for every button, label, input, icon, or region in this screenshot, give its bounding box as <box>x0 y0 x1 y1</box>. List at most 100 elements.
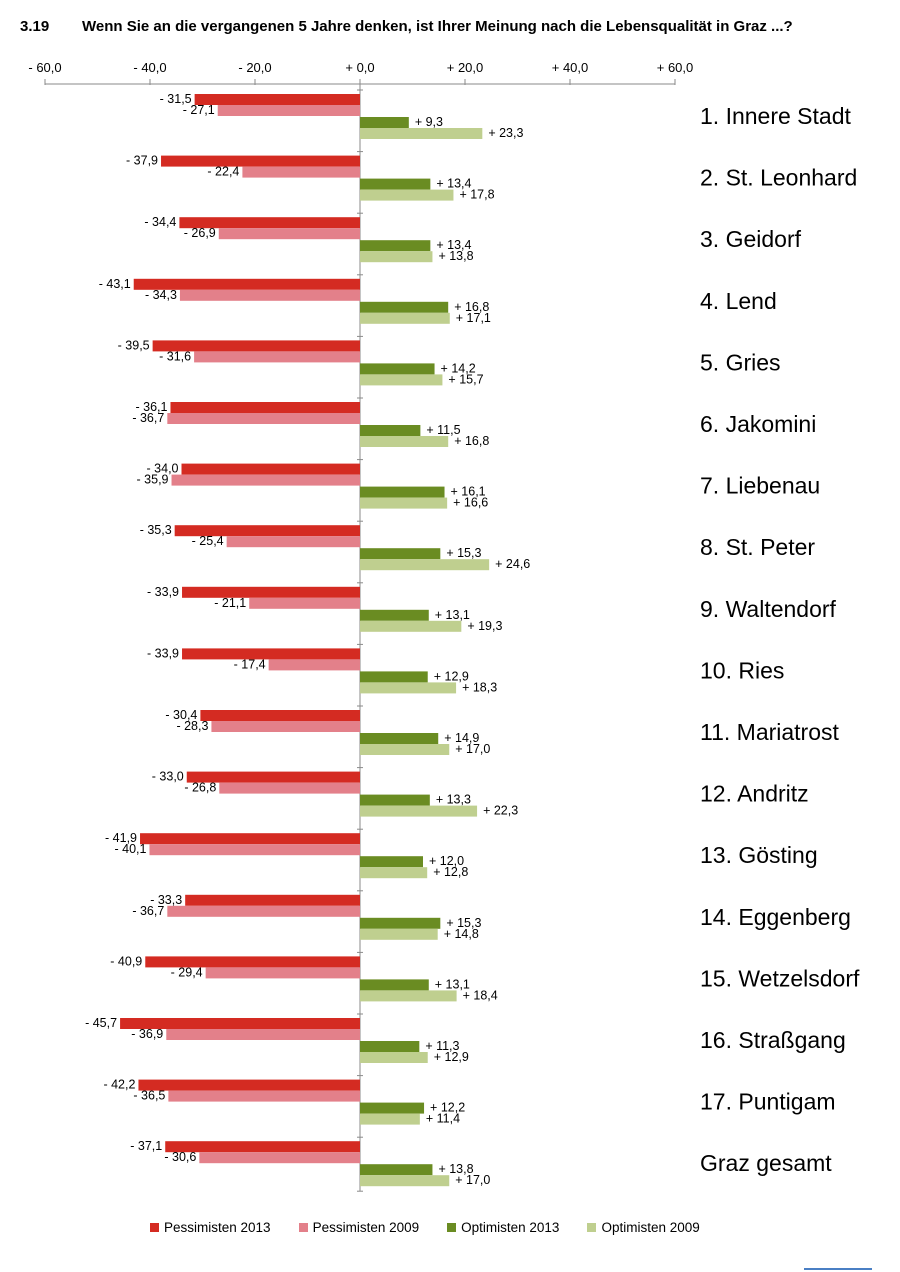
bar <box>179 289 360 301</box>
data-label: + 24,6 <box>495 557 530 571</box>
bar <box>360 1164 433 1176</box>
bar <box>167 905 360 917</box>
legend-label: Pessimisten 2009 <box>312 1220 420 1235</box>
data-label: + 17,8 <box>459 188 494 202</box>
x-tick-label: + 0,0 <box>345 60 374 75</box>
chart-legend: Pessimisten 2013 Pessimisten 2009 Optimist… <box>150 1220 728 1240</box>
data-label: - 34,0 <box>147 462 179 476</box>
data-label: + 12,0 <box>429 854 464 868</box>
bar <box>186 771 360 783</box>
data-label: - 36,7 <box>132 411 164 425</box>
data-label: + 17,0 <box>455 1173 490 1187</box>
decorative-line <box>804 1268 872 1270</box>
bar <box>360 794 430 806</box>
data-label: + 14,2 <box>441 361 476 375</box>
category-label: 14. Eggenberg <box>700 904 851 930</box>
legend-label: Pessimisten 2013 <box>164 1220 271 1235</box>
data-label: - 40,9 <box>110 954 142 968</box>
bar <box>360 559 490 571</box>
category-label: 16. Straßgang <box>700 1027 846 1053</box>
bar <box>360 251 433 263</box>
bar <box>200 710 360 721</box>
data-label: + 11,5 <box>426 423 460 437</box>
category-label: 10. Ries <box>700 657 784 683</box>
category-label: 15. Wetzelsdorf <box>700 965 860 991</box>
bar <box>226 536 360 548</box>
bar <box>171 474 360 486</box>
category-label: Graz gesamt <box>700 1150 832 1176</box>
bar <box>360 1102 425 1114</box>
data-label: - 33,9 <box>147 646 179 660</box>
data-label: + 13,1 <box>435 608 470 622</box>
data-label: - 36,1 <box>136 400 168 414</box>
legend-swatch <box>150 1223 159 1232</box>
bar <box>360 609 429 621</box>
data-label: + 13,1 <box>435 977 470 991</box>
data-label: + 17,1 <box>456 311 491 325</box>
data-label: + 12,8 <box>433 865 468 879</box>
bar <box>167 413 360 424</box>
bar <box>211 721 360 732</box>
data-label: + 13,4 <box>436 177 471 191</box>
bar <box>360 733 439 744</box>
legend-item: Optimisten 2009 <box>587 1220 700 1235</box>
bar <box>360 374 443 386</box>
category-label: 6. Jakomini <box>700 411 816 437</box>
bar <box>166 1029 360 1040</box>
bar <box>140 833 360 845</box>
data-label: - 27,1 <box>183 103 215 117</box>
data-label: - 35,3 <box>140 523 172 537</box>
category-label: 11. Mariatrost <box>700 719 840 745</box>
data-label: - 21,1 <box>214 596 246 610</box>
data-label: + 19,3 <box>467 619 502 633</box>
data-label: - 25,4 <box>192 534 224 548</box>
bar <box>194 94 360 105</box>
category-label: 7. Liebenau <box>700 473 820 499</box>
bar <box>360 178 431 190</box>
bar <box>360 301 449 313</box>
bar <box>218 228 360 240</box>
data-label: - 36,9 <box>131 1027 163 1041</box>
data-label: + 13,8 <box>438 1162 473 1176</box>
category-label: 5. Gries <box>700 349 781 375</box>
data-label: - 40,1 <box>115 842 147 856</box>
bar <box>360 128 483 139</box>
data-label: - 29,4 <box>171 965 203 979</box>
category-label: 8. St. Peter <box>700 534 815 560</box>
bar <box>360 312 450 324</box>
data-label: + 16,1 <box>451 485 486 499</box>
bar <box>360 928 438 940</box>
data-label: - 41,9 <box>105 831 137 845</box>
data-label: + 15,3 <box>446 546 481 560</box>
bar <box>182 648 360 660</box>
data-label: + 12,9 <box>434 1050 469 1064</box>
bar <box>185 894 360 906</box>
data-label: + 16,8 <box>454 434 489 448</box>
data-label: - 34,4 <box>144 215 176 229</box>
bar <box>360 497 448 509</box>
bar <box>360 867 428 879</box>
bar <box>360 805 478 817</box>
data-label: + 13,8 <box>438 249 473 263</box>
chart-question: Wenn Sie an die vergangenen 5 Jahre denk… <box>82 18 793 35</box>
legend-item: Pessimisten 2009 <box>298 1220 420 1235</box>
bar <box>145 956 360 968</box>
bar <box>268 659 360 671</box>
bar <box>360 620 462 632</box>
bar <box>152 340 360 352</box>
category-label: 17. Puntigam <box>700 1089 836 1115</box>
data-label: - 30,6 <box>164 1150 196 1164</box>
category-label: 2. St. Leonhard <box>700 165 857 191</box>
data-label: + 14,9 <box>444 731 479 745</box>
bar <box>360 1052 428 1063</box>
bar <box>149 844 360 856</box>
bar <box>360 486 445 498</box>
data-label: - 31,5 <box>160 92 192 106</box>
legend-swatch <box>298 1223 308 1232</box>
x-tick-label: + 20,0 <box>447 60 484 75</box>
data-label: + 13,3 <box>436 793 471 807</box>
bar <box>133 278 360 290</box>
data-label: + 17,0 <box>455 742 490 756</box>
chart-header: 3.19 Wenn Sie an die vergangenen 5 Jahre… <box>10 18 890 42</box>
bar <box>138 1079 360 1091</box>
